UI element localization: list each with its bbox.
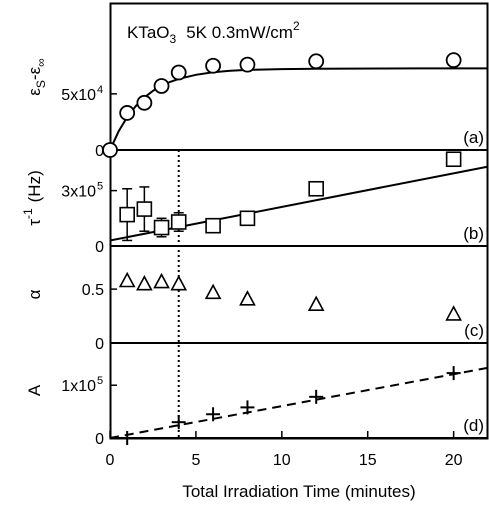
x-tick-label: 10	[273, 452, 291, 469]
y-tick-exponent: 4	[97, 84, 103, 96]
data-point	[120, 431, 135, 445]
data-point	[118, 271, 136, 288]
y-tick-label: 0	[95, 336, 104, 353]
data-point	[206, 407, 221, 422]
y-tick-label: 3x10	[61, 184, 96, 201]
panel-label: (c)	[464, 321, 484, 340]
y-tick-label: 0	[95, 431, 104, 448]
y-axis-label: A	[25, 384, 44, 396]
data-point	[153, 219, 170, 236]
data-point	[205, 217, 221, 234]
y-tick-exponent: 5	[97, 375, 103, 387]
panel-label: (a)	[463, 128, 484, 147]
data-point	[136, 201, 153, 217]
y-tick-label: 0	[95, 239, 104, 256]
data-point	[445, 52, 462, 69]
data-point	[153, 78, 170, 94]
y-tick-label: 5x10	[61, 87, 96, 104]
data-point	[239, 290, 256, 306]
data-point	[204, 283, 222, 300]
data-point	[205, 57, 221, 74]
x-tick-label: 15	[359, 452, 377, 469]
data-point	[170, 64, 187, 81]
panel-c: 0 0.5 α (c)	[25, 271, 488, 353]
data-point	[170, 214, 187, 230]
data-point	[308, 53, 325, 70]
panel-label: (b)	[463, 224, 484, 243]
y-tick-label: 0	[95, 143, 104, 160]
data-point	[171, 415, 186, 430]
y-tick-exponent: 5	[97, 181, 103, 193]
y-axis-label: εS-ε∞	[25, 58, 48, 95]
data-point	[239, 210, 256, 227]
plot-annotation: KTaO3 5K 0.3mW/cm2	[127, 19, 300, 46]
data-point	[153, 272, 170, 289]
y-tick-label: 0.5	[82, 282, 104, 299]
fit-curve	[109, 366, 489, 439]
data-point	[445, 305, 462, 321]
data-point	[119, 105, 136, 121]
data-point	[445, 151, 462, 168]
data-point	[170, 275, 188, 291]
x-axis-label: Total Irradiation Time (minutes)	[182, 482, 415, 501]
y-axis-label: α	[25, 289, 44, 299]
y-axis-label: τ-1(Hz)	[21, 170, 44, 226]
panel-a: 0 5x10 4 εS-ε∞ (a)	[25, 52, 488, 160]
data-point	[240, 400, 255, 415]
data-point	[308, 180, 324, 197]
data-point	[307, 295, 325, 312]
data-point	[446, 366, 461, 381]
data-point	[136, 275, 153, 291]
x-tick-label: 20	[445, 452, 463, 469]
x-tick-label: 0	[106, 452, 115, 469]
data-point	[119, 206, 135, 223]
panel-label: (d)	[463, 416, 484, 435]
panel-b: 0 3x10 5 τ-1(Hz) (b)	[21, 151, 489, 256]
data-point	[136, 94, 153, 111]
data-point	[309, 389, 324, 404]
panel-d: 0 1x10 5 A (d)	[25, 366, 489, 448]
data-point	[239, 56, 256, 73]
y-tick-label: 1x10	[61, 378, 96, 395]
x-tick-label: 5	[191, 452, 200, 469]
data-point	[102, 142, 118, 158]
